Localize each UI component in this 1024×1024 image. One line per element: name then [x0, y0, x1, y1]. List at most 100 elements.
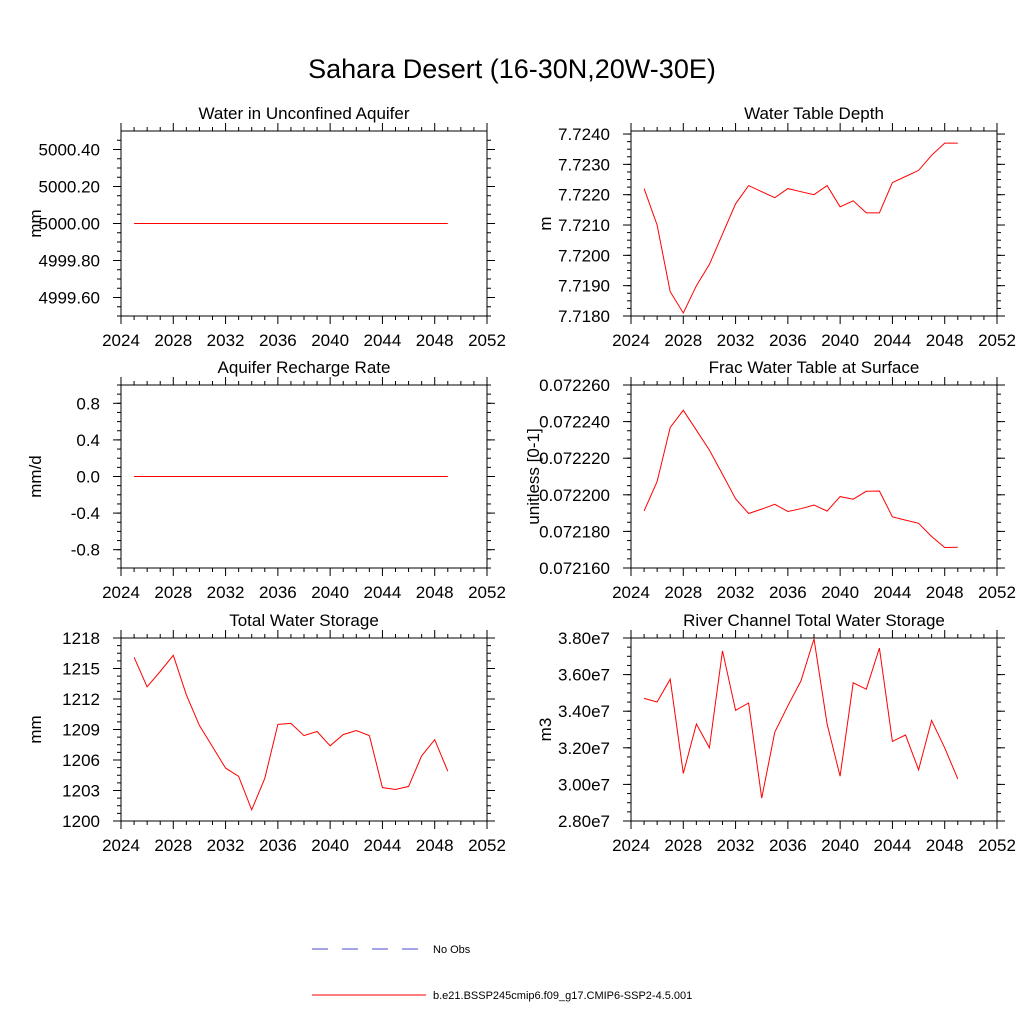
- panel-water-table-depth: Water Table Depth m 2024 2028 2032 2036 2040 20…: [536, 104, 1016, 350]
- x-tick-label: 2036: [259, 331, 297, 350]
- x-tick-label: 2024: [102, 583, 140, 602]
- x-tick-label: 2024: [612, 583, 650, 602]
- x-tick-label: 2044: [874, 836, 912, 855]
- legend: No Obs b.e21.BSSP245cmip6.f09_g17.CMIP6-…: [312, 944, 692, 1002]
- y-tick-label: 7.7190: [558, 277, 610, 296]
- y-tick-label: 3.20e7: [558, 739, 610, 758]
- x-tick-label: 2028: [154, 331, 192, 350]
- y-tick-label: -0.8: [71, 541, 100, 560]
- y-tick-label: 0.072240: [539, 413, 610, 432]
- y-tick-label: 0.4: [76, 431, 100, 450]
- plot-frame: [630, 130, 998, 317]
- panel-river-channel-total-water-storage: River Channel Total Water Storage m3 2024 2…: [536, 611, 1016, 855]
- x-tick-label: 2044: [874, 331, 912, 350]
- x-tick-label: 2052: [468, 331, 506, 350]
- y-tick-label: 4999.80: [39, 252, 100, 271]
- y-tick-label: 7.7180: [558, 307, 610, 326]
- series-line: [643, 409, 958, 549]
- y-axis-label: m3: [536, 718, 555, 742]
- x-tick-label: 2048: [926, 583, 964, 602]
- x-tick-label: 2028: [664, 331, 702, 350]
- x-tick-label: 2052: [468, 836, 506, 855]
- x-tick-label: 2040: [311, 331, 349, 350]
- x-tick-label: 2028: [154, 836, 192, 855]
- y-axis-label: mm/d: [26, 455, 45, 498]
- y-tick-label: 0.8: [76, 394, 100, 413]
- y-tick-label: 0.072160: [539, 559, 610, 578]
- series-line: [643, 142, 958, 315]
- x-tick-label: 2036: [259, 836, 297, 855]
- panel-title: Water Table Depth: [744, 104, 884, 123]
- x-tick-label: 2048: [416, 331, 454, 350]
- legend-model-label: b.e21.BSSP245cmip6.f09_g17.CMIP6-SSP2-4.…: [433, 990, 692, 1002]
- y-tick-label: 3.60e7: [558, 666, 610, 685]
- y-tick-label: 0.0: [76, 468, 100, 487]
- y-tick-label: 0.072220: [539, 449, 610, 468]
- x-tick-label: 2040: [311, 583, 349, 602]
- panel-total-water-storage: Total Water Storage mm 2024 2028 2032 2036 204…: [26, 611, 506, 855]
- y-tick-label: 5000.20: [39, 178, 100, 197]
- x-tick-label: 2052: [978, 583, 1016, 602]
- y-tick-label: 0.072200: [539, 486, 610, 505]
- x-tick-label: 2036: [259, 583, 297, 602]
- x-tick-label: 2032: [207, 836, 245, 855]
- legend-obs-label: No Obs: [433, 944, 471, 956]
- y-tick-label: 4999.60: [39, 289, 100, 308]
- x-tick-label: 2036: [769, 331, 807, 350]
- y-tick-label: 0.072260: [539, 376, 610, 395]
- x-tick-label: 2052: [978, 331, 1016, 350]
- panel-title: Total Water Storage: [229, 611, 379, 630]
- y-tick-label: 1209: [62, 721, 100, 740]
- y-tick-label: 7.7230: [558, 155, 610, 174]
- y-tick-label: 1203: [62, 782, 100, 801]
- x-tick-label: 2024: [102, 331, 140, 350]
- y-axis-label: mm: [26, 209, 45, 237]
- y-tick-label: 7.7220: [558, 186, 610, 205]
- x-tick-label: 2040: [311, 836, 349, 855]
- plot-grid: Water in Unconfined Aquifer mm 2024 2028 203…: [26, 104, 1016, 855]
- x-tick-label: 2024: [612, 331, 650, 350]
- x-tick-label: 2032: [717, 331, 755, 350]
- plot-frame: [120, 637, 488, 822]
- x-tick-label: 2044: [364, 836, 402, 855]
- y-tick-label: 3.40e7: [558, 702, 610, 721]
- y-tick-label: 1215: [62, 660, 100, 679]
- x-tick-label: 2052: [468, 583, 506, 602]
- y-tick-label: 1200: [62, 812, 100, 831]
- y-tick-label: 5000.00: [39, 215, 100, 234]
- x-tick-label: 2044: [874, 583, 912, 602]
- y-tick-label: 7.7240: [558, 125, 610, 144]
- x-tick-label: 2032: [207, 583, 245, 602]
- x-tick-label: 2024: [102, 836, 140, 855]
- x-tick-label: 2048: [926, 836, 964, 855]
- y-tick-label: 3.00e7: [558, 775, 610, 794]
- panel-title: River Channel Total Water Storage: [683, 611, 945, 630]
- panel-title: Water in Unconfined Aquifer: [198, 104, 409, 123]
- x-tick-label: 2036: [769, 583, 807, 602]
- y-tick-label: 1212: [62, 690, 100, 709]
- x-tick-label: 2028: [154, 583, 192, 602]
- x-tick-label: 2044: [364, 331, 402, 350]
- y-tick-label: 1218: [62, 629, 100, 648]
- series-line: [643, 638, 959, 799]
- x-tick-label: 2048: [416, 836, 454, 855]
- series-line: [133, 654, 449, 812]
- y-tick-label: 7.7200: [558, 246, 610, 265]
- x-tick-label: 2032: [207, 331, 245, 350]
- panel-title: Aquifer Recharge Rate: [218, 358, 391, 377]
- x-tick-label: 2048: [926, 331, 964, 350]
- x-tick-label: 2052: [978, 836, 1016, 855]
- y-tick-label: 5000.40: [39, 141, 100, 160]
- figure-title: Sahara Desert (16-30N,20W-30E): [308, 54, 716, 84]
- panel-title: Frac Water Table at Surface: [709, 358, 920, 377]
- x-tick-label: 2032: [717, 836, 755, 855]
- y-axis-label: m: [536, 216, 555, 230]
- x-tick-label: 2032: [717, 583, 755, 602]
- x-tick-label: 2040: [821, 331, 859, 350]
- x-tick-label: 2028: [664, 583, 702, 602]
- x-tick-label: 2040: [821, 836, 859, 855]
- x-tick-label: 2024: [612, 836, 650, 855]
- panel-frac-water-table-at-surface: Frac Water Table at Surface unitless [0-1…: [524, 358, 1016, 602]
- y-tick-label: 3.80e7: [558, 629, 610, 648]
